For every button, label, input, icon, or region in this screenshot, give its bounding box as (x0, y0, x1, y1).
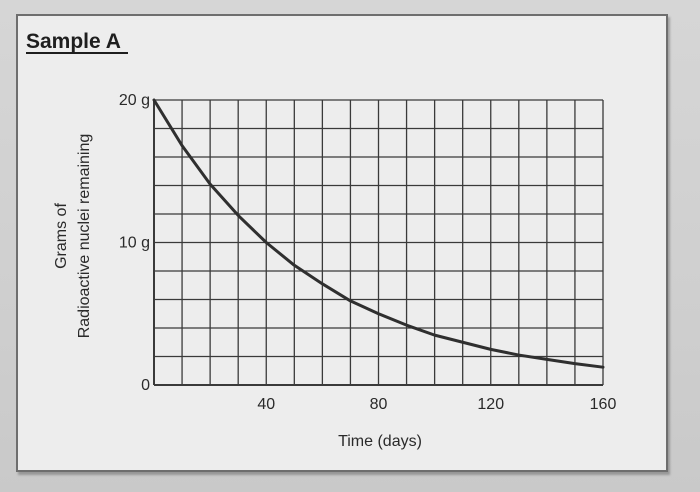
y-tick-label: 0 (141, 377, 150, 394)
x-tick-label: 40 (257, 396, 275, 413)
grid (153, 99, 604, 386)
decay-curve-group (152, 98, 605, 369)
x-tick-label: 120 (477, 396, 504, 413)
x-tick-label: 80 (370, 396, 388, 413)
half-life-chart: Sample A 0 10 g 20 g 40 80 120 160 Time (days… (26, 30, 616, 450)
y-tick-label: 20 g (119, 92, 150, 109)
decay-curve-line (152, 98, 605, 369)
y-axis-label-line1: Grams of (53, 203, 70, 269)
y-tick-label: 10 g (119, 235, 150, 252)
x-axis-label: Time (days) (338, 433, 422, 450)
y-axis-label-line2: Radioactive nuclei remaining (76, 134, 93, 339)
chart-card: Sample A 0 10 g 20 g 40 80 120 160 Time (days… (16, 14, 668, 472)
x-tick-label: 160 (590, 396, 617, 413)
y-tick-labels: 0 10 g 20 g (119, 92, 150, 394)
x-tick-labels: 40 80 120 160 (257, 396, 616, 413)
chart-title: Sample A (26, 30, 121, 53)
